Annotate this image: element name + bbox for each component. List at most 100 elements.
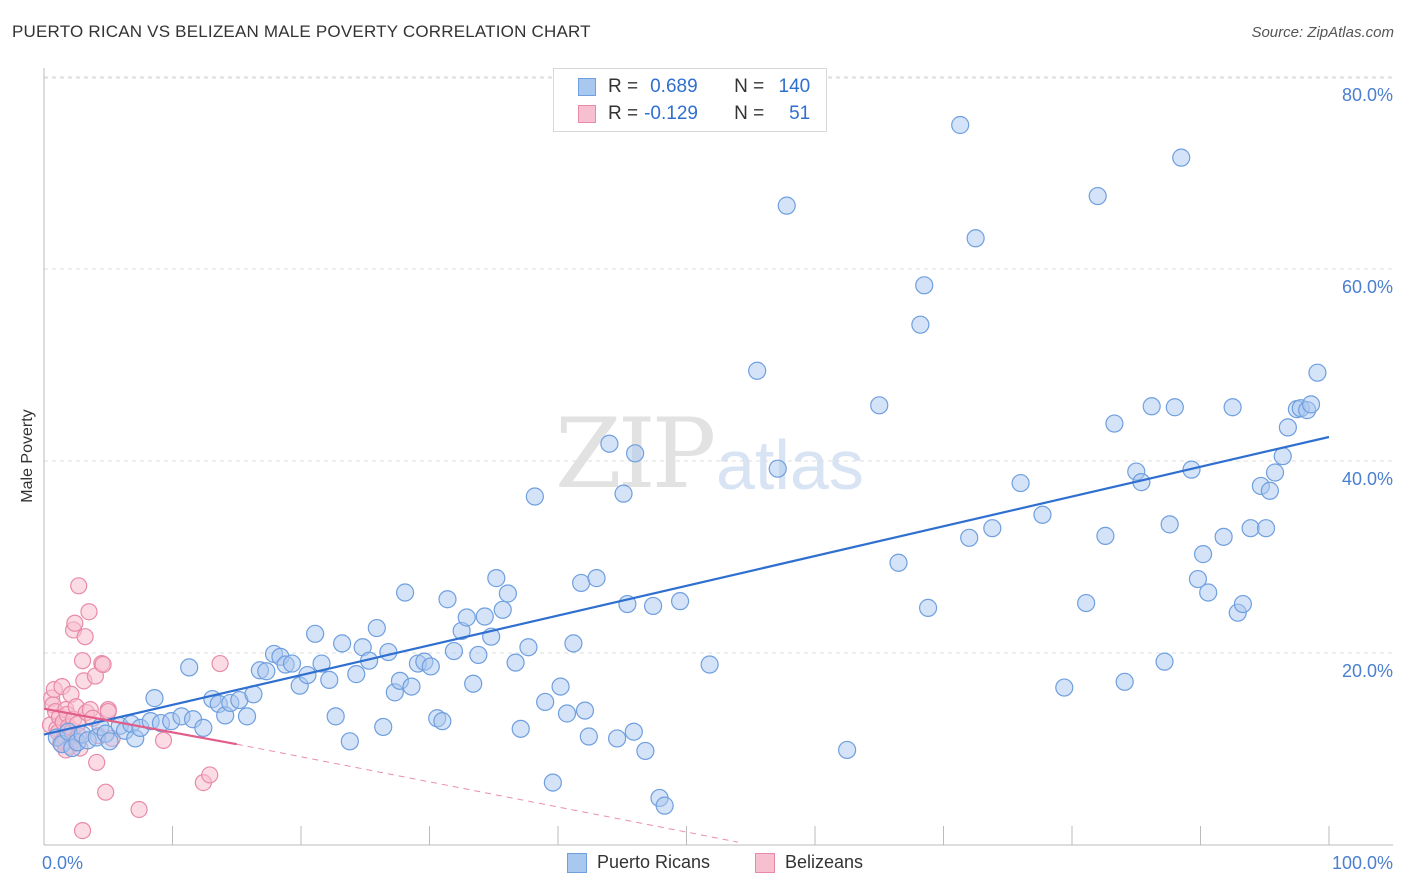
puerto-ricans-point [748,361,767,380]
belizeans-point [66,614,84,632]
legend-swatch-pink [578,105,596,123]
puerto-ricans-point [1155,652,1174,671]
puerto-ricans-point [519,638,538,657]
puerto-ricans-point [1088,186,1107,206]
trend-lines [43,435,1330,843]
puerto-ricans-point [320,670,339,689]
puerto-ricans-trend-line [43,435,1330,736]
puerto-ricans-point [600,434,619,453]
puerto-ricans-point [1278,418,1297,437]
y-tick-label: 60.0% [1342,277,1393,297]
puerto-ricans-point [889,553,908,572]
y-tick-label: 80.0% [1342,85,1393,105]
puerto-ricans-point [1223,398,1242,417]
puerto-ricans-point [100,732,119,751]
puerto-ricans-point [1233,594,1253,614]
puerto-ricans-point [1033,505,1052,524]
belizeans-trend-extension [236,743,738,843]
belizeans-trend-line [43,707,237,746]
legend-n-value: 140 [778,76,811,97]
belizeans-point [73,821,92,840]
puerto-ricans-point [911,315,930,334]
legend-r-value: 0.689 [650,76,698,97]
puerto-ricans-point [347,665,366,684]
legend-n-label: N = [734,103,765,124]
puerto-ricans-point [1273,447,1292,466]
legend-item-puerto-ricans: Puerto Ricans [567,852,710,873]
puerto-ricans-point [777,196,796,215]
puerto-ricans-point [1077,593,1096,613]
belizeans-point [80,603,98,621]
watermark-atlas: atlas [716,426,864,504]
belizeans-point [88,753,106,772]
puerto-ricans-point [493,600,512,619]
puerto-ricans-point [180,658,199,677]
puerto-ricans-point [918,598,938,617]
legend-row-belizeans: R = -0.129 N = 51 [578,102,810,126]
legend-row-puerto-ricans: R = 0.689 N = 140 [578,75,810,99]
puerto-ricans-point [1165,398,1184,417]
puerto-ricans-point [475,607,494,626]
puerto-ricans-point [983,519,1002,538]
belizeans-points [41,577,229,840]
puerto-ricans-point [257,662,276,681]
puerto-ricans-point [237,707,257,726]
puerto-ricans-point [636,741,655,761]
puerto-ricans-point [700,655,719,674]
legend-swatch-pink [755,852,775,873]
puerto-ricans-point [670,592,690,611]
puerto-ricans-point [511,719,530,738]
puerto-ricans-point [367,618,386,638]
puerto-ricans-point [551,677,570,696]
puerto-ricans-point [438,590,457,609]
axes [43,68,1393,846]
puerto-ricans-point [444,641,464,661]
puerto-ricans-point [306,624,325,643]
puerto-ricans-point [768,459,787,478]
y-tick-label: 40.0% [1342,469,1393,489]
puerto-ricans-point [1011,473,1030,493]
belizeans-point [94,655,112,674]
puerto-ricans-point [402,677,421,696]
belizeans-point [154,731,173,749]
puerto-ricans-point [608,729,627,748]
tick-labels: 20.0% 40.0% 60.0% 80.0% 0.0% 100.0% [42,85,1393,873]
puerto-ricans-point [1265,463,1285,482]
puerto-ricans-point [960,528,979,547]
belizeans-point [97,783,115,801]
puerto-ricans-point [464,674,483,693]
puerto-ricans-point [1301,395,1321,414]
belizeans-point [130,800,148,819]
puerto-ricans-point [433,712,452,731]
puerto-ricans-point [572,573,591,593]
puerto-ricans-point [625,444,645,463]
puerto-ricans-point [870,396,889,415]
puerto-ricans-point [643,596,663,616]
chart-title: PUERTO RICAN VS BELIZEAN MALE POVERTY CO… [12,22,591,41]
grid-lines [44,76,1393,654]
puerto-ricans-point [614,484,633,503]
x-tick-label: 0.0% [42,853,83,873]
correlation-legend: R = 0.689 N = 140 R = -0.129 N = 51 [553,68,827,132]
puerto-ricans-point [1193,545,1213,564]
legend-item-belizeans: Belizeans [755,852,863,873]
puerto-ricans-point [1241,519,1260,538]
puerto-ricans-point [655,796,674,815]
puerto-ricans-point [557,704,577,723]
puerto-ricans-point [587,569,606,588]
puerto-ricans-point [579,727,598,746]
legend-r-label: R = [608,103,639,124]
puerto-ricans-point [282,654,302,673]
puerto-ricans-point [1115,672,1134,691]
puerto-ricans-point [457,608,476,627]
belizeans-point [70,577,88,595]
legend-label-belizeans: Belizeans [785,852,864,872]
puerto-ricans-point [951,115,970,135]
legend-swatch-blue [567,852,587,873]
belizeans-point [211,654,229,673]
puerto-ricans-point [1214,527,1233,546]
puerto-ricans-point [624,722,643,741]
puerto-ricans-point [1055,678,1074,697]
puerto-ricans-point [333,634,352,653]
